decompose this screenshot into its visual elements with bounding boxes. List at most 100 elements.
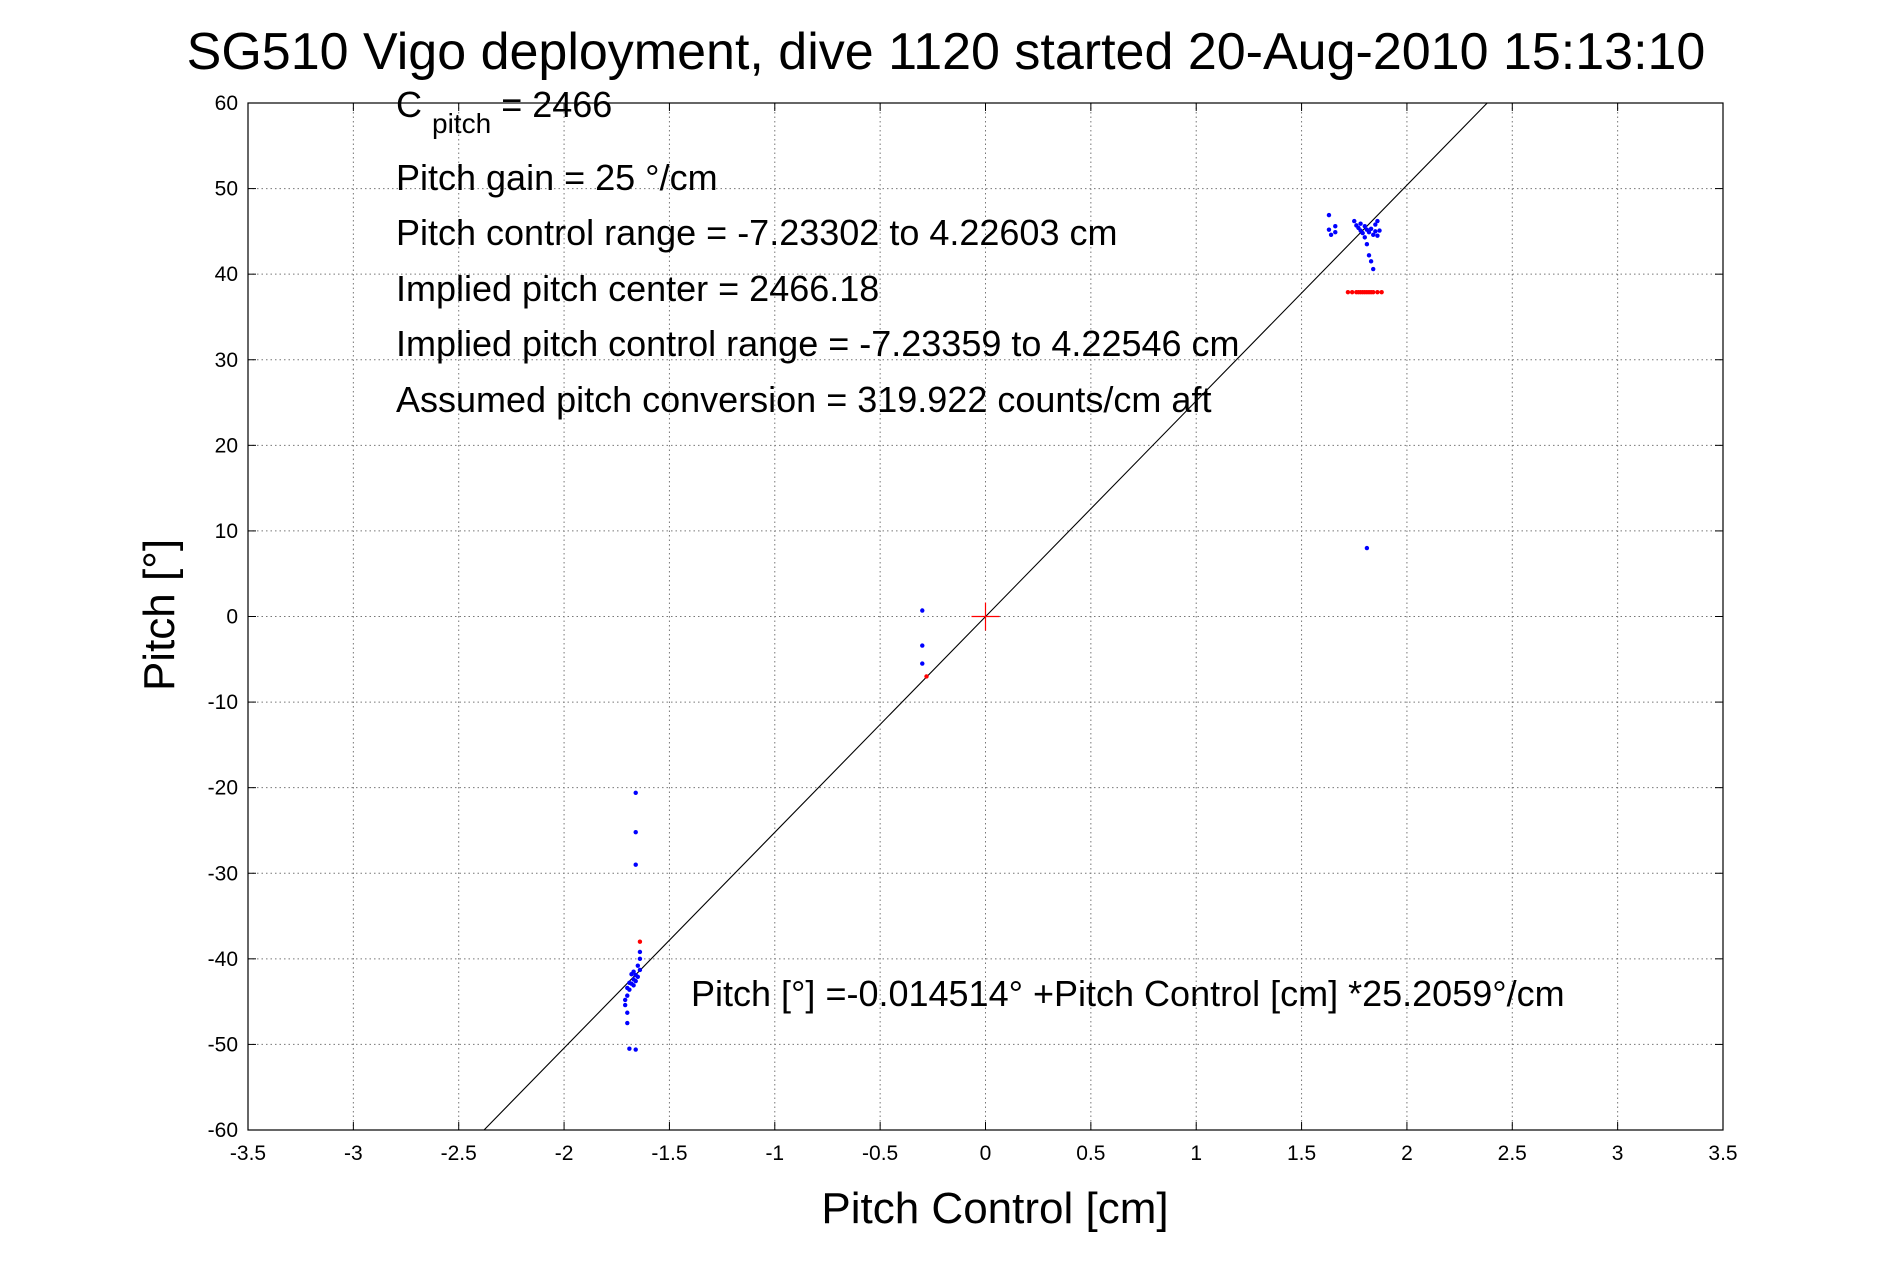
data-point (637, 949, 643, 955)
data-point (627, 980, 632, 985)
data-point (631, 977, 636, 982)
data-point (1328, 232, 1334, 237)
y-tick-label: -40 (208, 948, 238, 971)
y-tick-label: 40 (215, 263, 238, 286)
annotation-implied-control-range: Implied pitch control range = -7.23359 t… (396, 323, 1240, 364)
center-marker-group (971, 602, 1000, 631)
x-axis-title: Pitch Control [cm] (821, 1184, 1168, 1233)
y-tick-label: 50 (215, 178, 238, 201)
x-tick-label: 1 (1190, 1142, 1202, 1165)
data-point (1360, 230, 1365, 236)
tick-labels: -3.5 -3 -2.5 -2 -1.5 -1 -0.5 0 0.5 1 1.5 2 2.5 3 3.5 -6… (208, 92, 1738, 1165)
annotation-c-pitch-subscript: pitch (432, 108, 491, 139)
data-point (920, 608, 925, 613)
data-point (633, 829, 638, 835)
y-tick-label: -60 (208, 1119, 238, 1142)
data-point (633, 972, 638, 978)
x-tick-label: 2 (1401, 1142, 1413, 1165)
x-tick-label: 3.5 (1708, 1142, 1737, 1165)
annotation-fit-equation: Pitch [°] =-0.014514° +Pitch Control [cm… (691, 973, 1565, 1014)
data-point (1326, 227, 1332, 232)
data-point (637, 939, 643, 944)
axis-ticks (247, 102, 1724, 1131)
data-point (1366, 253, 1372, 258)
x-tick-label: 1.5 (1287, 1142, 1316, 1165)
x-tick-label: -0.5 (862, 1142, 898, 1165)
data-point (637, 956, 643, 962)
y-tick-label: 20 (215, 434, 238, 457)
data-point (1349, 289, 1355, 295)
annotation-pitch-conversion: Assumed pitch conversion = 319.922 count… (396, 379, 1211, 420)
data-point (1345, 289, 1351, 295)
y-tick-label: 30 (215, 349, 238, 372)
data-point (633, 790, 638, 796)
data-point (1371, 289, 1376, 295)
x-tick-label: -1 (765, 1142, 784, 1165)
data-point (1375, 289, 1380, 295)
y-tick-label: -50 (208, 1033, 238, 1056)
data-point (924, 674, 929, 679)
x-tick-label: 3 (1612, 1142, 1624, 1165)
data-point (1333, 230, 1338, 235)
data-point (622, 1002, 628, 1008)
y-tick-label: -10 (208, 691, 238, 714)
grid (248, 103, 1723, 1130)
chart-title: SG510 Vigo deployment, dive 1120 started… (187, 23, 1706, 81)
data-point (920, 661, 925, 666)
data-point (627, 1046, 632, 1051)
data-point (1326, 212, 1332, 218)
data-point (622, 997, 628, 1003)
data-point (625, 1020, 630, 1026)
annotation-pitch-gain: Pitch gain = 25 °/cm (396, 157, 718, 198)
data-point (1375, 218, 1380, 224)
data-point (633, 862, 638, 867)
data-point (1368, 226, 1374, 232)
data-point (625, 1010, 630, 1015)
x-tick-label: 0 (980, 1142, 992, 1165)
x-tick-label: -2 (555, 1142, 574, 1165)
data-point (629, 972, 634, 977)
data-point (637, 967, 643, 973)
data-point (1371, 232, 1376, 237)
data-point (633, 1047, 638, 1052)
y-axis-title: Pitch [°] (135, 539, 184, 691)
data-point (1368, 259, 1374, 264)
data-point (1373, 229, 1378, 234)
y-tick-label: 60 (215, 92, 238, 115)
data-point (1377, 228, 1382, 233)
x-tick-label: 0.5 (1076, 1142, 1105, 1165)
data-point (1362, 235, 1367, 240)
annotation-c-pitch-value: = 2466 (501, 84, 612, 125)
x-tick-label: -1.5 (651, 1142, 687, 1165)
data-point (1379, 289, 1384, 295)
annotation-c-pitch-base: C (396, 84, 422, 125)
data-point (625, 993, 630, 998)
data-point (1373, 222, 1378, 227)
y-tick-label: 10 (215, 520, 238, 543)
data-point (1366, 230, 1372, 235)
data-point (1362, 224, 1367, 229)
annotation-c-pitch: C pitch = 2466 (396, 84, 612, 141)
y-tick-label: 0 (226, 606, 238, 629)
x-tick-label: -2.5 (441, 1142, 477, 1165)
data-point (920, 643, 925, 648)
data-point (635, 963, 641, 968)
data-point (1364, 242, 1370, 247)
data-point (1358, 221, 1363, 226)
annotation-implied-pitch-center: Implied pitch center = 2466.18 (396, 268, 879, 309)
x-tick-label: -3.5 (230, 1142, 266, 1165)
data-point (1371, 266, 1376, 272)
data-point (1352, 218, 1357, 224)
annotation-pitch-control-range: Pitch control range = -7.23302 to 4.2260… (396, 212, 1117, 253)
x-tick-label: 2.5 (1498, 1142, 1527, 1165)
y-tick-label: -30 (208, 862, 238, 885)
data-point (1364, 545, 1370, 551)
y-tick-label: -20 (208, 777, 238, 800)
data-point (1375, 233, 1380, 238)
data-points (622, 212, 1384, 1052)
x-tick-label: -3 (344, 1142, 363, 1165)
data-point (1333, 224, 1338, 229)
data-point (625, 985, 630, 991)
